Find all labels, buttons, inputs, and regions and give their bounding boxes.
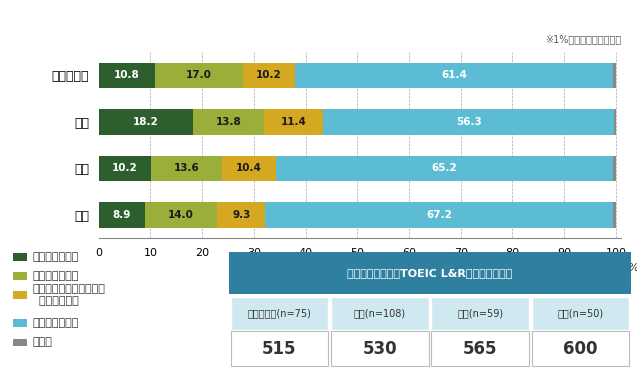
Bar [99, 109, 193, 135]
Text: 要件としている: 要件としている [32, 252, 78, 262]
Bar [614, 109, 616, 135]
Text: 要件・参考とするTOEIC L&Rスコア（平均）: 要件・参考とするTOEIC L&Rスコア（平均） [347, 268, 513, 278]
Bar [264, 109, 323, 135]
Bar [145, 202, 217, 228]
Bar [13, 291, 27, 299]
Text: ※1%未満の数値は非表示: ※1%未満の数値は非表示 [545, 35, 621, 45]
Bar [265, 202, 613, 228]
Text: 17.0: 17.0 [185, 70, 211, 80]
Text: 9.3: 9.3 [232, 210, 250, 220]
Bar [155, 62, 243, 88]
Text: 利用していない: 利用していない [32, 318, 78, 328]
Bar [229, 251, 631, 295]
Bar [431, 331, 529, 366]
Text: 10.4: 10.4 [236, 163, 262, 173]
Text: 600: 600 [563, 340, 598, 357]
Text: 65.2: 65.2 [431, 163, 457, 173]
Bar [243, 62, 296, 88]
Bar [13, 272, 27, 280]
Bar [217, 202, 265, 228]
Bar [276, 155, 613, 181]
Text: 役員(n=50): 役員(n=50) [557, 308, 603, 318]
Bar [13, 320, 27, 327]
Text: 67.2: 67.2 [426, 210, 452, 220]
Bar [323, 109, 614, 135]
Text: 10.8: 10.8 [114, 70, 140, 80]
Bar [531, 297, 629, 330]
Text: 11.4: 11.4 [281, 117, 306, 127]
Text: 昇進・昇格: 昇進・昇格 [8, 13, 62, 31]
Text: 530: 530 [362, 340, 397, 357]
Bar [222, 155, 276, 181]
Bar [99, 155, 152, 181]
Bar [231, 297, 329, 330]
Bar [296, 62, 613, 88]
Text: 無回答: 無回答 [32, 337, 52, 347]
Bar [13, 253, 27, 260]
Text: 13.8: 13.8 [216, 117, 241, 127]
Text: 14.0: 14.0 [168, 210, 194, 220]
Text: 参考としている: 参考としている [32, 271, 78, 281]
Text: 部長(n=59): 部長(n=59) [457, 308, 503, 318]
Bar [152, 155, 222, 181]
Text: [%]: [%] [624, 262, 637, 272]
Text: 515: 515 [262, 340, 297, 357]
Bar [99, 62, 155, 88]
Text: 8.9: 8.9 [113, 210, 131, 220]
Bar [613, 155, 616, 181]
Bar [613, 62, 616, 88]
Bar [613, 202, 616, 228]
Bar [331, 331, 429, 366]
Text: 課長(n=108): 課長(n=108) [354, 308, 406, 318]
Bar [531, 331, 629, 366]
Bar [431, 297, 529, 330]
Bar [99, 202, 145, 228]
Text: 61.4: 61.4 [441, 70, 467, 80]
Bar [13, 339, 27, 346]
Text: 10.2: 10.2 [256, 70, 282, 80]
Text: 18.2: 18.2 [133, 117, 159, 127]
Text: n=528: n=528 [586, 285, 621, 295]
Text: 56.3: 56.3 [456, 117, 482, 127]
Text: 565: 565 [463, 340, 497, 357]
Text: 新たに要件・参考とする
  可能性がある: 新たに要件・参考とする 可能性がある [32, 283, 105, 306]
Bar [231, 331, 329, 366]
Text: 10.2: 10.2 [112, 163, 138, 173]
Bar [331, 297, 429, 330]
Text: 係長・主任(n=75): 係長・主任(n=75) [248, 308, 311, 318]
Bar [193, 109, 264, 135]
Text: 13.6: 13.6 [174, 163, 199, 173]
